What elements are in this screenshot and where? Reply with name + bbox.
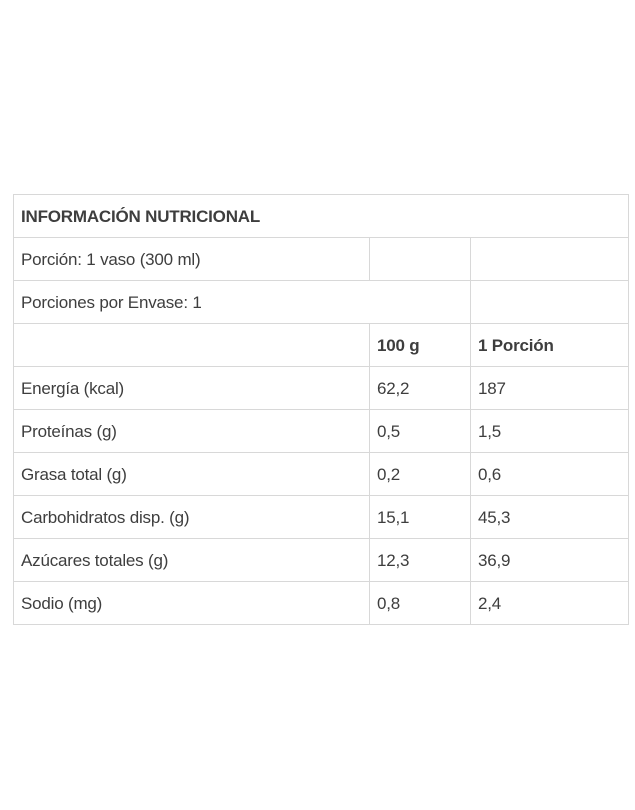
table-row-proteinas: Proteínas (g) 0,5 1,5	[13, 409, 629, 453]
serving-size-row: Porción: 1 vaso (300 ml)	[13, 237, 629, 281]
table-row-grasa-total: Grasa total (g) 0,2 0,6	[13, 452, 629, 496]
value-per-portion: 36,9	[470, 538, 629, 582]
empty-cell	[13, 323, 370, 367]
nutrient-label: Sodio (mg)	[13, 581, 370, 625]
table-row-energia: Energía (kcal) 62,2 187	[13, 366, 629, 410]
column-header-row: 100 g 1 Porción	[13, 323, 629, 367]
nutrition-facts-table: INFORMACIÓN NUTRICIONAL Porción: 1 vaso …	[13, 194, 629, 625]
servings-per-container-row: Porciones por Envase: 1	[13, 280, 629, 324]
value-per-portion: 0,6	[470, 452, 629, 496]
value-per-portion: 187	[470, 366, 629, 410]
nutrient-label: Carbohidratos disp. (g)	[13, 495, 370, 539]
value-per-100g: 0,8	[369, 581, 471, 625]
nutrient-label: Grasa total (g)	[13, 452, 370, 496]
value-per-100g: 12,3	[369, 538, 471, 582]
value-per-portion: 2,4	[470, 581, 629, 625]
table-row-carbohidratos: Carbohidratos disp. (g) 15,1 45,3	[13, 495, 629, 539]
nutrient-label: Azúcares totales (g)	[13, 538, 370, 582]
value-per-100g: 15,1	[369, 495, 471, 539]
value-per-100g: 62,2	[369, 366, 471, 410]
value-per-100g: 0,5	[369, 409, 471, 453]
value-per-portion: 45,3	[470, 495, 629, 539]
table-title-row: INFORMACIÓN NUTRICIONAL	[13, 194, 629, 238]
serving-size-label: Porción: 1 vaso (300 ml)	[13, 237, 370, 281]
col-header-1-porcion: 1 Porción	[470, 323, 629, 367]
servings-per-container-label: Porciones por Envase: 1	[13, 280, 471, 324]
table-row-sodio: Sodio (mg) 0,8 2,4	[13, 581, 629, 625]
col-header-100g: 100 g	[369, 323, 471, 367]
nutrient-label: Energía (kcal)	[13, 366, 370, 410]
table-row-azucares-totales: Azúcares totales (g) 12,3 36,9	[13, 538, 629, 582]
table-title: INFORMACIÓN NUTRICIONAL	[13, 194, 629, 238]
empty-cell	[470, 237, 629, 281]
value-per-100g: 0,2	[369, 452, 471, 496]
value-per-portion: 1,5	[470, 409, 629, 453]
nutrient-label: Proteínas (g)	[13, 409, 370, 453]
empty-cell	[369, 237, 471, 281]
empty-cell	[470, 280, 629, 324]
